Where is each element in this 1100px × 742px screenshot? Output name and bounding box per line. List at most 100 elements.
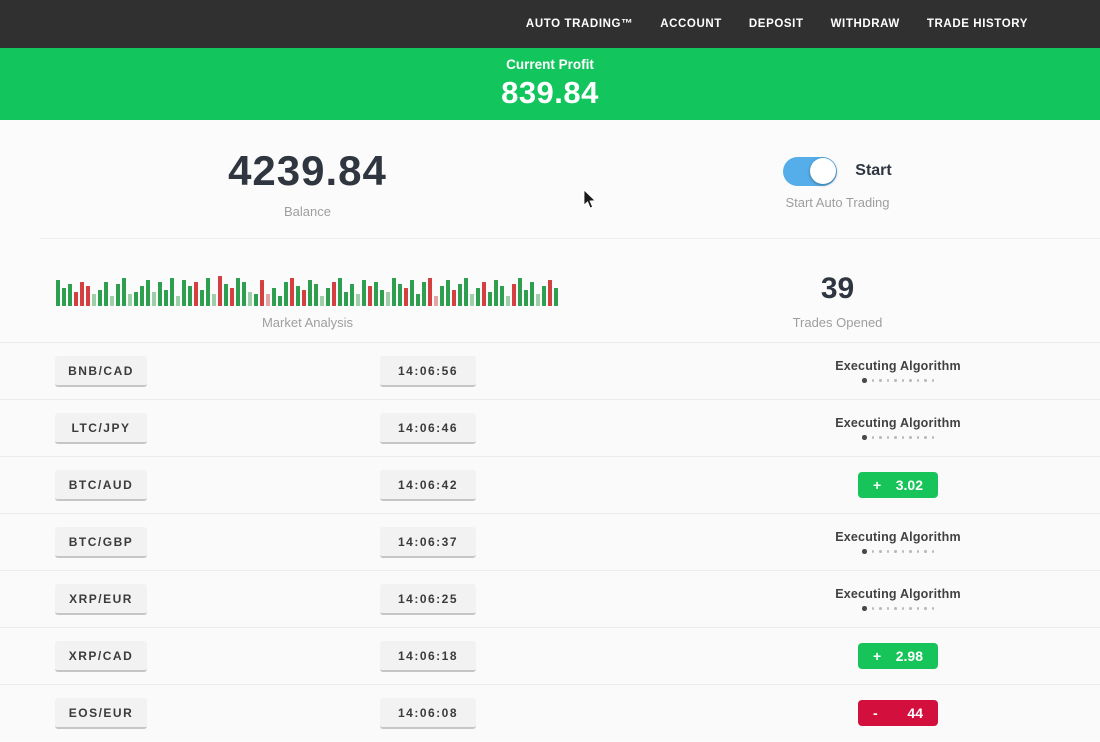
- progress-dot: [862, 435, 867, 440]
- nav-item-auto-trading[interactable]: AUTO TRADING™: [525, 18, 634, 30]
- market-bar: [301, 290, 306, 306]
- market-bar: [91, 294, 96, 306]
- progress-dot: [931, 436, 934, 439]
- market-bar: [193, 282, 198, 306]
- market-bar: [373, 282, 378, 306]
- market-bar: [79, 282, 84, 306]
- table-row: XRP/CAD 14:06:18 +2.98: [0, 627, 1100, 684]
- nav-item-deposit[interactable]: DEPOSIT: [748, 18, 804, 30]
- status-cell: +2.98: [828, 643, 968, 669]
- market-bar: [541, 286, 546, 306]
- progress-dot: [862, 606, 867, 611]
- table-row: EOS/EUR 14:06:08 - 44: [0, 684, 1100, 741]
- executing-algorithm-label: Executing Algorithm: [835, 587, 961, 602]
- current-profit-label: Current Profit: [506, 57, 594, 72]
- market-bar: [199, 290, 204, 306]
- progress-dot: [909, 607, 912, 610]
- market-bar: [235, 278, 240, 306]
- market-bar: [361, 280, 366, 306]
- nav-item-withdraw[interactable]: WITHDRAW: [830, 18, 900, 30]
- progress-dot: [879, 607, 882, 610]
- market-bar: [307, 280, 312, 306]
- time-badge: 14:06:25: [380, 583, 476, 615]
- nav-item-trade-history[interactable]: TRADE HISTORY: [926, 18, 1028, 30]
- market-bar: [295, 286, 300, 306]
- market-bar: [529, 282, 534, 306]
- market-bar: [427, 278, 432, 306]
- progress-dot: [909, 436, 912, 439]
- auto-trading-toggle[interactable]: [783, 156, 838, 186]
- market-bar: [421, 282, 426, 306]
- balance-section: 4239.84 Balance: [0, 120, 615, 238]
- market-bar: [469, 294, 474, 306]
- market-bar: [151, 292, 156, 306]
- market-bar: [271, 288, 276, 306]
- progress-dot: [924, 607, 927, 610]
- progress-dots: [862, 606, 934, 611]
- balance-label: Balance: [284, 204, 331, 219]
- market-bar: [217, 276, 222, 306]
- executing-algorithm-label: Executing Algorithm: [835, 416, 961, 431]
- market-bar: [385, 292, 390, 306]
- time-badge: 14:06:08: [380, 697, 476, 729]
- toggle-start-label: Start: [855, 162, 892, 179]
- market-bar: [187, 286, 192, 306]
- market-bar: [175, 296, 180, 306]
- progress-dot: [924, 379, 927, 382]
- market-bar: [163, 290, 168, 306]
- time-badge: 14:06:37: [380, 526, 476, 558]
- market-bar: [145, 280, 150, 306]
- market-analysis-section: Market Analysis: [0, 239, 615, 342]
- progress-dot: [886, 550, 889, 553]
- progress-dot: [924, 550, 927, 553]
- market-bar: [259, 280, 264, 306]
- time-badge: 14:06:46: [380, 412, 476, 444]
- trades-opened-label: Trades Opened: [792, 315, 883, 330]
- progress-dot: [924, 436, 927, 439]
- current-profit-banner: Current Profit 839.84: [0, 48, 1100, 120]
- progress-dot: [886, 607, 889, 610]
- executing-algorithm-label: Executing Algorithm: [835, 530, 961, 545]
- nav-item-account[interactable]: ACCOUNT: [660, 18, 722, 30]
- market-bar: [493, 280, 498, 306]
- pair-badge: BNB/CAD: [55, 355, 147, 387]
- market-bar: [337, 278, 342, 306]
- progress-dot: [901, 379, 904, 382]
- progress-dots: [862, 435, 934, 440]
- market-bar: [115, 284, 120, 306]
- progress-dot: [879, 379, 882, 382]
- market-bar: [523, 290, 528, 306]
- market-bar: [487, 292, 492, 306]
- progress-dot: [901, 550, 904, 553]
- trade-list: BNB/CAD 14:06:56 Executing Algorithm LTC…: [0, 342, 1100, 741]
- auto-trading-section: Start Start Auto Trading: [615, 120, 1060, 238]
- progress-dot: [894, 550, 897, 553]
- market-bar: [553, 288, 558, 306]
- result-value: 44: [907, 705, 923, 721]
- market-bar: [229, 288, 234, 306]
- market-bar: [403, 288, 408, 306]
- market-bar: [517, 278, 522, 306]
- table-row: BNB/CAD 14:06:56 Executing Algorithm: [0, 342, 1100, 399]
- market-bar: [499, 286, 504, 306]
- market-bar: [283, 282, 288, 306]
- profit-badge: +3.02: [858, 472, 938, 498]
- result-value: 3.02: [895, 477, 923, 493]
- market-bar: [247, 292, 252, 306]
- progress-dot: [901, 607, 904, 610]
- trades-opened-value: 39: [820, 272, 855, 305]
- progress-dot: [901, 436, 904, 439]
- market-bar: [415, 294, 420, 306]
- market-bar: [349, 284, 354, 306]
- market-bar: [457, 284, 462, 306]
- status-cell: Executing Algorithm: [828, 587, 968, 611]
- progress-dot: [916, 379, 919, 382]
- progress-dot: [862, 549, 867, 554]
- progress-dot: [879, 436, 882, 439]
- market-bar: [439, 286, 444, 306]
- market-bar: [319, 296, 324, 306]
- market-bar: [205, 278, 210, 306]
- market-bar: [241, 282, 246, 306]
- market-bar: [547, 280, 552, 306]
- profit-badge: +2.98: [858, 643, 938, 669]
